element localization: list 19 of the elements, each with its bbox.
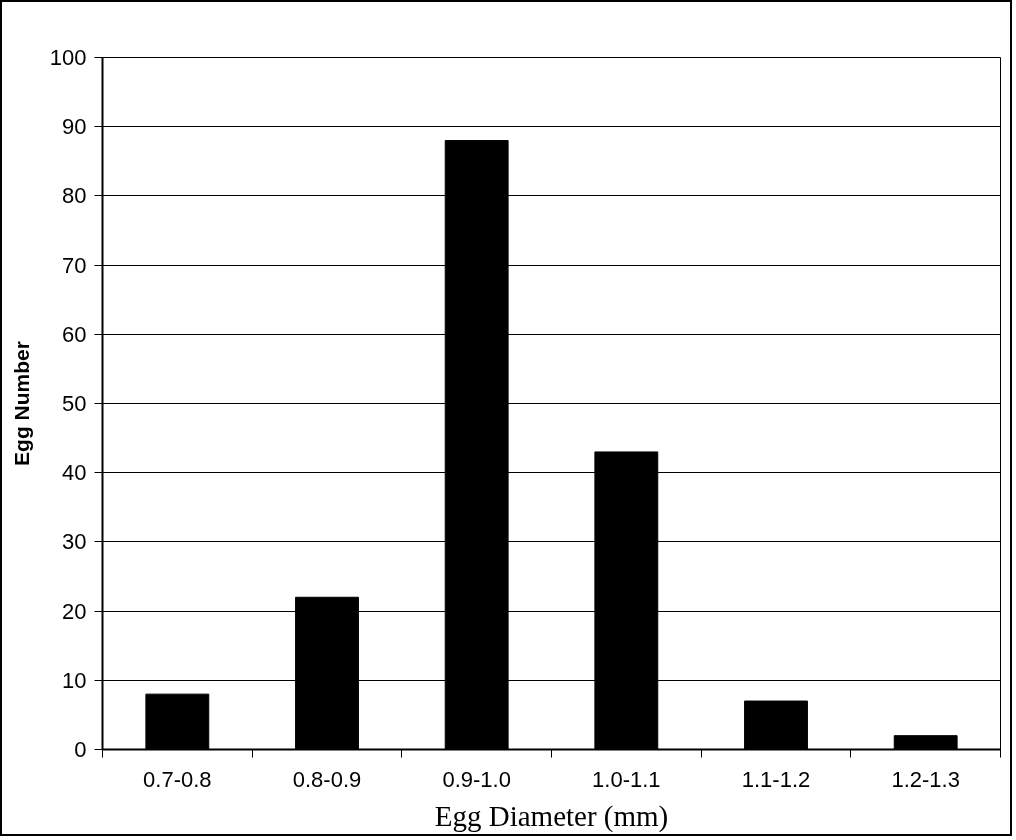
y-tick-label: 30 bbox=[62, 529, 87, 555]
x-axis-title: Egg Diameter (mm) bbox=[434, 799, 669, 833]
y-tick-label: 0 bbox=[74, 737, 87, 762]
x-tick-label: 0.9-1.0 bbox=[442, 766, 511, 792]
y-tick-label: 40 bbox=[62, 460, 87, 486]
y-tick-label: 80 bbox=[62, 183, 87, 209]
x-tick-label: 1.2-1.3 bbox=[891, 766, 960, 792]
y-tick-label: 90 bbox=[62, 114, 87, 140]
y-tick-label: 60 bbox=[62, 321, 87, 347]
y-tick-label: 70 bbox=[62, 252, 87, 278]
x-tick-label: 1.1-1.2 bbox=[741, 766, 811, 792]
y-tick-label: 100 bbox=[49, 45, 87, 70]
y-tick-label: 50 bbox=[62, 391, 87, 416]
y-tick-label: 10 bbox=[62, 667, 87, 693]
x-tick-label: 1.0-1.1 bbox=[592, 766, 661, 792]
y-axis-title: Egg Number bbox=[9, 341, 33, 466]
x-tick-label: 0.8-0.9 bbox=[292, 766, 362, 792]
x-tick-label: 0.7-0.8 bbox=[143, 766, 212, 792]
y-tick-label: 20 bbox=[62, 598, 87, 624]
